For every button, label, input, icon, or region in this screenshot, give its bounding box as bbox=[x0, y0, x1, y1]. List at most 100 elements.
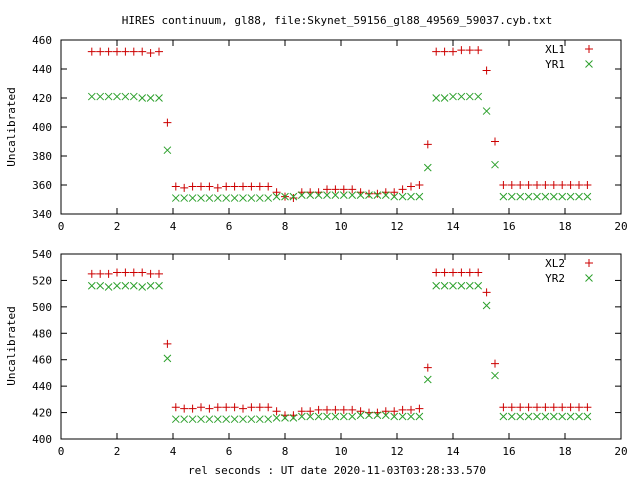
data-point-x bbox=[230, 194, 239, 202]
data-series bbox=[87, 46, 592, 203]
y-tick-label: 340 bbox=[32, 208, 52, 221]
data-point-plus bbox=[499, 181, 508, 189]
data-point-plus bbox=[373, 189, 382, 198]
data-point-x bbox=[146, 94, 155, 102]
data-point-x bbox=[129, 92, 138, 101]
legend-marker bbox=[585, 259, 593, 267]
data-point-plus bbox=[407, 405, 415, 414]
data-point-plus bbox=[255, 182, 264, 191]
x-tick-label: 14 bbox=[446, 220, 460, 233]
data-point-x bbox=[281, 192, 289, 201]
data-point-plus bbox=[289, 194, 298, 203]
legend-label: YR2 bbox=[545, 272, 565, 285]
data-point-plus bbox=[491, 359, 499, 368]
data-point-x bbox=[272, 414, 281, 422]
data-point-x bbox=[104, 92, 113, 101]
data-point-plus bbox=[155, 47, 163, 56]
y-tick-label: 500 bbox=[32, 301, 52, 314]
data-point-plus bbox=[507, 181, 516, 189]
data-point-plus bbox=[239, 182, 247, 191]
x-tick-label: 20 bbox=[614, 445, 627, 458]
data-point-x bbox=[171, 415, 180, 424]
data-point-x bbox=[213, 194, 222, 202]
data-point-x bbox=[415, 192, 424, 201]
data-point-x bbox=[566, 192, 575, 201]
data-point-x bbox=[373, 191, 382, 200]
data-point-plus bbox=[306, 407, 315, 416]
data-point-plus bbox=[138, 268, 147, 277]
data-point-x bbox=[365, 191, 373, 200]
data-point-x bbox=[255, 194, 264, 202]
x-tick-label: 12 bbox=[390, 445, 403, 458]
data-point-plus bbox=[465, 268, 474, 277]
y-tick-label: 420 bbox=[32, 407, 52, 420]
data-point-x bbox=[323, 191, 331, 200]
data-point-plus bbox=[541, 403, 550, 412]
x-tick-label: 10 bbox=[334, 445, 347, 458]
data-point-plus bbox=[583, 181, 592, 189]
data-point-plus bbox=[129, 47, 138, 56]
data-point-x bbox=[163, 146, 172, 155]
x-tick-label: 4 bbox=[170, 220, 177, 233]
data-point-x bbox=[407, 192, 415, 201]
data-point-x bbox=[138, 283, 147, 291]
y-tick-label: 380 bbox=[32, 150, 52, 163]
data-point-x bbox=[96, 281, 105, 290]
data-point-plus bbox=[390, 188, 399, 197]
data-point-x bbox=[121, 281, 130, 290]
data-point-x bbox=[449, 92, 457, 101]
data-point-x bbox=[113, 281, 121, 290]
data-point-x bbox=[104, 283, 113, 291]
x-tick-label: 4 bbox=[170, 445, 177, 458]
data-point-x bbox=[398, 412, 407, 421]
data-point-plus bbox=[264, 403, 273, 412]
data-point-x bbox=[121, 92, 130, 101]
data-point-plus bbox=[230, 403, 239, 412]
data-point-x bbox=[306, 412, 315, 421]
chart-title: HIRES continuum, gl88, file:Skynet_59156… bbox=[122, 14, 552, 27]
data-point-x bbox=[339, 191, 348, 200]
data-point-x bbox=[129, 281, 138, 290]
data-point-x bbox=[440, 94, 449, 102]
data-point-x bbox=[356, 191, 365, 200]
data-point-x bbox=[549, 192, 558, 201]
data-point-plus bbox=[197, 182, 205, 191]
data-point-x bbox=[314, 191, 323, 200]
x-tick-label: 6 bbox=[226, 445, 233, 458]
data-point-plus bbox=[104, 47, 113, 56]
plot-panel: 0 2 4 6 8 10 12 14 16 18 20 340 360 380 400 420 440 460 Un… bbox=[5, 34, 628, 233]
data-point-x bbox=[222, 194, 231, 202]
data-point-x bbox=[289, 414, 298, 422]
data-point-x bbox=[516, 192, 525, 201]
data-point-x bbox=[163, 354, 172, 363]
data-point-plus bbox=[239, 404, 247, 413]
data-point-plus bbox=[566, 403, 575, 412]
data-point-x bbox=[575, 192, 583, 201]
data-point-plus bbox=[163, 339, 172, 348]
data-point-plus bbox=[146, 49, 155, 58]
data-point-plus bbox=[297, 407, 306, 416]
data-point-plus bbox=[205, 404, 214, 413]
data-point-x bbox=[583, 192, 592, 201]
legend-label: XL1 bbox=[545, 43, 565, 56]
data-point-plus bbox=[121, 47, 130, 56]
data-point-plus bbox=[180, 183, 189, 192]
x-tick-label: 10 bbox=[334, 220, 347, 233]
data-point-plus bbox=[155, 269, 163, 278]
data-point-plus bbox=[533, 181, 541, 189]
data-point-plus bbox=[407, 182, 415, 191]
plot-panels: 0 2 4 6 8 10 12 14 16 18 20340360380400420440460Un… bbox=[5, 34, 628, 458]
x-tick-label: 20 bbox=[614, 220, 627, 233]
data-point-x bbox=[541, 192, 550, 201]
data-point-plus bbox=[323, 185, 331, 194]
data-point-x bbox=[314, 412, 323, 421]
x-tick-label: 18 bbox=[558, 445, 571, 458]
y-axis-label: Uncalibrated bbox=[5, 87, 18, 166]
data-point-plus bbox=[398, 405, 407, 414]
data-point-plus bbox=[566, 181, 575, 189]
data-point-x bbox=[432, 281, 441, 290]
data-point-plus bbox=[323, 405, 331, 414]
data-point-x bbox=[465, 281, 474, 290]
data-point-plus bbox=[449, 268, 457, 277]
data-point-plus bbox=[516, 403, 525, 412]
